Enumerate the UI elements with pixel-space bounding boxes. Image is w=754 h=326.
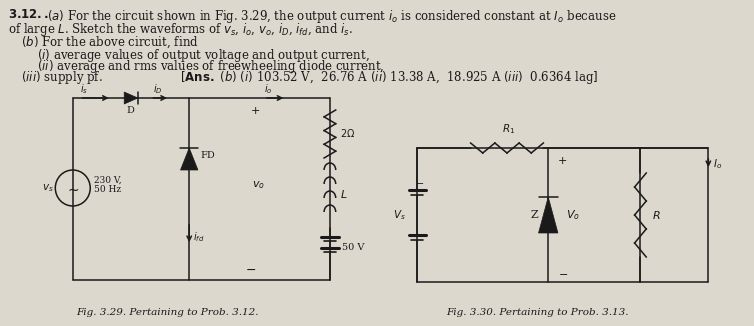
Text: 50 V: 50 V — [342, 244, 364, 253]
Text: $(iii)$ supply pf.: $(iii)$ supply pf. — [21, 69, 103, 86]
Text: $i_D$: $i_D$ — [153, 82, 163, 96]
Text: 230 V,: 230 V, — [94, 176, 121, 185]
Text: $(a)$ For the circuit shown in Fig. 3.29, the output current $i_o$ is considered: $(a)$ For the circuit shown in Fig. 3.29… — [47, 8, 616, 25]
Text: $-$: $-$ — [558, 268, 568, 278]
Text: 50 Hz: 50 Hz — [94, 185, 121, 194]
Polygon shape — [180, 148, 198, 170]
Polygon shape — [124, 92, 138, 104]
Text: D: D — [126, 106, 134, 115]
Text: $v_o$: $v_o$ — [253, 179, 265, 191]
Text: Fig. 3.29. Pertaining to Prob. 3.12.: Fig. 3.29. Pertaining to Prob. 3.12. — [75, 308, 258, 317]
Text: +: + — [250, 106, 259, 116]
Text: $R$: $R$ — [652, 209, 661, 221]
Text: $I_o$: $I_o$ — [713, 157, 722, 171]
Text: $i_{fd}$: $i_{fd}$ — [193, 230, 204, 244]
Text: $-$: $-$ — [415, 178, 425, 187]
Text: $V_o$: $V_o$ — [566, 208, 580, 222]
Text: $-$: $-$ — [244, 263, 256, 276]
Text: $\sim$: $\sim$ — [66, 182, 80, 196]
Text: $i_s$: $i_s$ — [80, 82, 87, 96]
Text: $i_o$: $i_o$ — [264, 82, 272, 96]
Text: $(ii)$ average and rms values of freewheeling diode current,: $(ii)$ average and rms values of freewhe… — [37, 58, 385, 75]
Text: $v_s$: $v_s$ — [41, 182, 54, 194]
Text: $V_s$: $V_s$ — [393, 208, 406, 222]
Text: of large $L$. Sketch the waveforms of $v_s$, $i_o$, $v_o$, $i_D$, $i_{fd}$, and : of large $L$. Sketch the waveforms of $v… — [8, 21, 353, 38]
Text: $(b)$ For the above circuit, find: $(b)$ For the above circuit, find — [21, 35, 199, 51]
Polygon shape — [538, 197, 558, 233]
Text: $\mathbf{3.12..}$: $\mathbf{3.12..}$ — [8, 8, 49, 21]
Text: $2\Omega$: $2\Omega$ — [339, 127, 355, 139]
Text: $(i)$ average values of output voltage and output current,: $(i)$ average values of output voltage a… — [37, 47, 369, 64]
Text: +: + — [558, 156, 567, 166]
Text: $L$: $L$ — [339, 188, 347, 200]
Text: Fig. 3.30. Pertaining to Prob. 3.13.: Fig. 3.30. Pertaining to Prob. 3.13. — [446, 308, 629, 317]
Text: FD: FD — [201, 151, 216, 159]
Text: $[\mathbf{Ans.}$ $(b)$ $(i)$ 103.52 V,  26.76 A $(ii)$ 13.38 A,  18.925 A $(iii): $[\mathbf{Ans.}$ $(b)$ $(i)$ 103.52 V, 2… — [179, 69, 598, 86]
Text: Z: Z — [531, 210, 538, 220]
Text: $R_1$: $R_1$ — [502, 122, 515, 136]
